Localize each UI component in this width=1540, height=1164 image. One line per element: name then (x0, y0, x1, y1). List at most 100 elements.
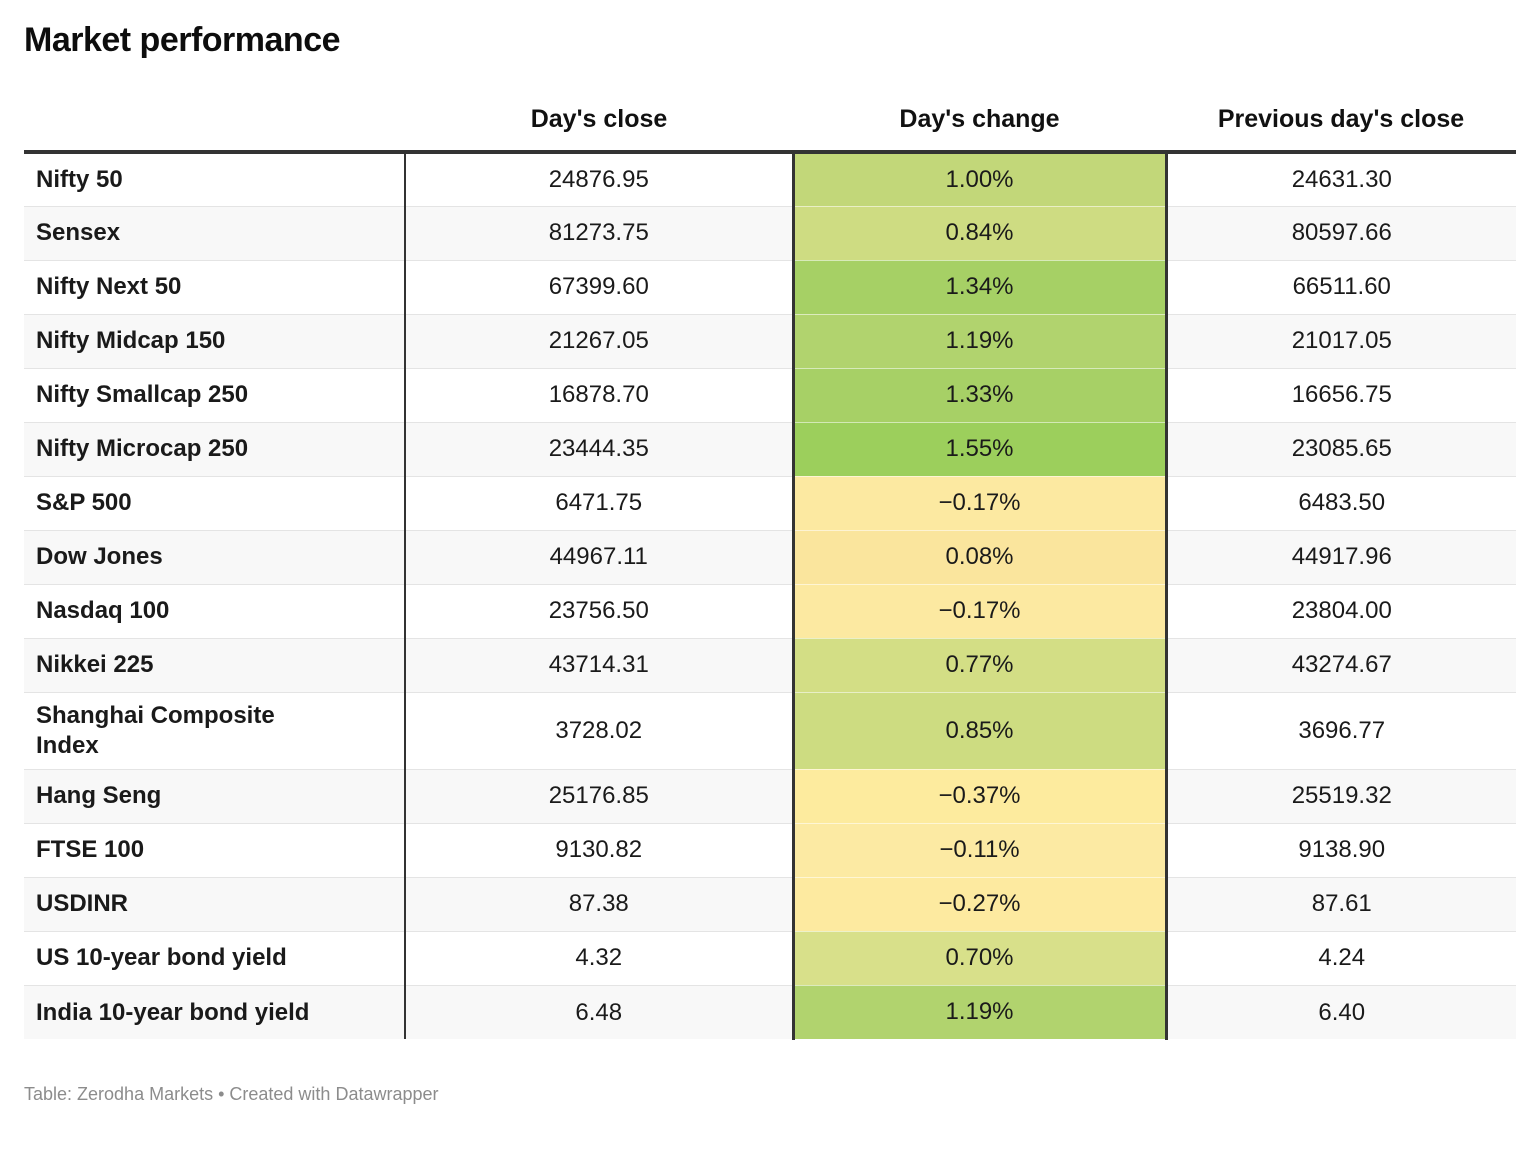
header-row: Day's close Day's change Previous day's … (24, 105, 1516, 155)
row-label: USDINR (36, 890, 129, 918)
days-change-cell: 0.08% (791, 530, 1168, 585)
previous-close-cell: 23085.65 (1166, 422, 1516, 477)
days-close-cell: 6471.75 (405, 476, 793, 531)
days-change-cell: −0.11% (791, 823, 1168, 878)
row-label-cell: Nifty Microcap 250 (24, 422, 406, 477)
market-performance-table: Day's close Day's change Previous day's … (24, 105, 1516, 1040)
previous-close-cell: 21017.05 (1166, 314, 1516, 369)
page-title: Market performance (24, 21, 341, 59)
table-row: Nasdaq 100 23756.50 −0.17% 23804.00 (24, 584, 1516, 639)
col-header-blank (24, 105, 405, 155)
row-label: Shanghai Composite Index (36, 701, 275, 759)
days-change-cell: 1.34% (791, 260, 1168, 315)
days-change-cell: 1.00% (791, 152, 1168, 207)
days-close-cell: 23444.35 (405, 422, 793, 477)
previous-close-cell: 44917.96 (1166, 530, 1516, 585)
table-row: FTSE 100 9130.82 −0.11% 9138.90 (24, 823, 1516, 878)
table-row: Nifty 50 24876.95 1.00% 24631.30 (24, 152, 1516, 207)
days-close-cell: 6.48 (405, 985, 793, 1040)
days-close-cell: 21267.05 (405, 314, 793, 369)
days-change-cell: −0.27% (791, 877, 1168, 932)
previous-close-cell: 4.24 (1166, 931, 1516, 986)
table-body: Nifty 50 24876.95 1.00% 24631.30 Sensex … (24, 152, 1516, 1040)
row-label: Nifty Smallcap 250 (36, 381, 249, 409)
previous-close-cell: 87.61 (1166, 877, 1516, 932)
days-change-cell: −0.37% (791, 769, 1168, 824)
days-change-cell: 1.33% (791, 368, 1168, 423)
table-row: USDINR 87.38 −0.27% 87.61 (24, 877, 1516, 932)
previous-close-cell: 24631.30 (1166, 152, 1516, 207)
row-label: Dow Jones (36, 543, 163, 571)
previous-close-cell: 6.40 (1166, 985, 1516, 1040)
table-row: Nifty Midcap 150 21267.05 1.19% 21017.05 (24, 314, 1516, 369)
row-label: India 10-year bond yield (36, 998, 310, 1026)
table-row: US 10-year bond yield 4.32 0.70% 4.24 (24, 931, 1516, 986)
days-close-cell: 9130.82 (405, 823, 793, 878)
table-row: Dow Jones 44967.11 0.08% 44917.96 (24, 530, 1516, 585)
days-change-cell: 1.55% (791, 422, 1168, 477)
row-label-cell: S&P 500 (24, 476, 406, 531)
table-row: Nifty Next 50 67399.60 1.34% 66511.60 (24, 260, 1516, 315)
row-label-cell: Nasdaq 100 (24, 584, 406, 639)
row-label: Nifty Midcap 150 (36, 327, 226, 355)
row-label-cell: US 10-year bond yield (24, 931, 406, 986)
days-close-cell: 44967.11 (405, 530, 793, 585)
row-label: Nifty Microcap 250 (36, 435, 249, 463)
row-label-cell: Hang Seng (24, 769, 406, 824)
days-close-cell: 16878.70 (405, 368, 793, 423)
days-close-cell: 25176.85 (405, 769, 793, 824)
days-change-cell: 0.85% (791, 692, 1168, 770)
days-close-cell: 23756.50 (405, 584, 793, 639)
days-close-cell: 24876.95 (405, 152, 793, 207)
previous-close-cell: 80597.66 (1166, 206, 1516, 261)
row-label-cell: India 10-year bond yield (24, 985, 406, 1040)
days-change-cell: −0.17% (791, 476, 1168, 531)
row-label: Nasdaq 100 (36, 597, 170, 625)
row-label-cell: Dow Jones (24, 530, 406, 585)
table-row: Nifty Microcap 250 23444.35 1.55% 23085.… (24, 422, 1516, 477)
previous-close-cell: 23804.00 (1166, 584, 1516, 639)
table-row: Nikkei 225 43714.31 0.77% 43274.67 (24, 638, 1516, 693)
table-row: Shanghai Composite Index 3728.02 0.85% 3… (24, 692, 1516, 770)
days-close-cell: 43714.31 (405, 638, 793, 693)
previous-close-cell: 6483.50 (1166, 476, 1516, 531)
row-label-cell: Sensex (24, 206, 406, 261)
row-label-cell: Nikkei 225 (24, 638, 406, 693)
table-row: Sensex 81273.75 0.84% 80597.66 (24, 206, 1516, 261)
previous-close-cell: 3696.77 (1166, 692, 1516, 770)
row-label: FTSE 100 (36, 836, 145, 864)
col-header-days-change: Day's change (793, 105, 1166, 155)
row-label-cell: USDINR (24, 877, 406, 932)
row-label: S&P 500 (36, 489, 132, 517)
row-label: Hang Seng (36, 782, 162, 810)
row-label: Nifty 50 (36, 166, 123, 194)
days-change-cell: −0.17% (791, 584, 1168, 639)
table-row: S&P 500 6471.75 −0.17% 6483.50 (24, 476, 1516, 531)
table-row: India 10-year bond yield 6.48 1.19% 6.40 (24, 985, 1516, 1040)
row-label-cell: Nifty Next 50 (24, 260, 406, 315)
previous-close-cell: 25519.32 (1166, 769, 1516, 824)
row-label: Nifty Next 50 (36, 273, 182, 301)
days-change-cell: 0.70% (791, 931, 1168, 986)
row-label-cell: Nifty Midcap 150 (24, 314, 406, 369)
days-close-cell: 81273.75 (405, 206, 793, 261)
col-header-days-close: Day's close (405, 105, 793, 155)
previous-close-cell: 9138.90 (1166, 823, 1516, 878)
table-row: Nifty Smallcap 250 16878.70 1.33% 16656.… (24, 368, 1516, 423)
days-close-cell: 3728.02 (405, 692, 793, 770)
previous-close-cell: 16656.75 (1166, 368, 1516, 423)
days-change-cell: 1.19% (791, 314, 1168, 369)
row-label: US 10-year bond yield (36, 944, 287, 972)
row-label-cell: Nifty 50 (24, 152, 406, 207)
days-close-cell: 4.32 (405, 931, 793, 986)
days-close-cell: 67399.60 (405, 260, 793, 315)
days-close-cell: 87.38 (405, 877, 793, 932)
col-header-previous-days-close: Previous day's close (1166, 105, 1516, 155)
row-label-cell: Nifty Smallcap 250 (24, 368, 406, 423)
table-attribution: Table: Zerodha Markets • Created with Da… (24, 1083, 439, 1104)
row-label: Sensex (36, 219, 121, 247)
days-change-cell: 0.84% (791, 206, 1168, 261)
datawrapper-table-page: Market performance Day's close Day's cha… (24, 21, 1516, 1104)
table-row: Hang Seng 25176.85 −0.37% 25519.32 (24, 769, 1516, 824)
row-label: Nikkei 225 (36, 651, 154, 679)
